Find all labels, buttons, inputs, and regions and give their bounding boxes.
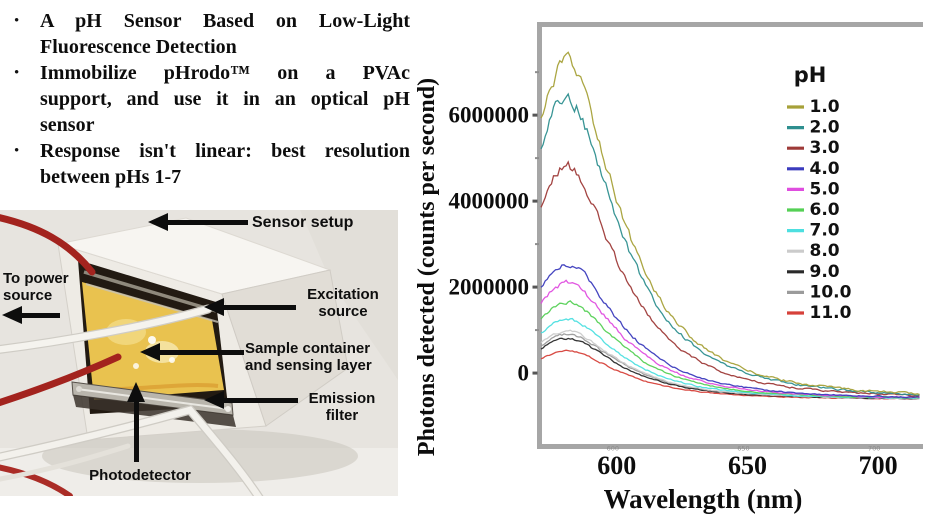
top-spine [537,22,923,27]
to-power-source-label: To power source [3,270,69,304]
legend-label-ph-4.0: 4.0 [810,159,840,179]
cube-shadow [42,429,358,483]
curve-ph-8.0 [540,329,920,400]
photodetector-arrow [127,382,145,462]
sensor-setup-arrow [148,213,248,231]
legend-label-ph-8.0: 8.0 [810,241,840,261]
curve-ph-2.0 [540,92,920,397]
y-tick [532,285,538,289]
x-axis-title: Wavelength (nm) [604,484,803,514]
y-minor-tick [535,71,539,74]
curve-ph-4.0 [540,264,920,399]
bullet-line: sensor [40,114,95,136]
y-axis-spine [537,22,542,449]
bullet-item: • Immobilize pHrodo™ on a PVAc support, … [14,60,418,138]
bullet-text: Immobilize pHrodo™ on a PVAc support, an… [40,60,410,138]
legend: pH 1.02.03.04.05.06.07.08.09.010.011.0 [787,63,852,323]
emission-filter-label: Emission filter [308,390,376,424]
white-wire-bottom [0,406,262,496]
legend-label-ph-5.0: 5.0 [810,179,840,199]
curve-ph-3.0 [540,160,920,397]
x-tick-mini-label: 650 [737,445,749,453]
y-minor-tick [535,329,539,332]
bullet-line: Immobilize pHrodo™ on a PVAc [40,62,410,84]
excitation-source-label: Excitation source [307,286,379,320]
red-wire-lower [0,353,122,407]
curve-ph-7.0 [540,317,920,400]
y-axis-title: Photons detected (counts per second) [414,78,440,456]
x-tick-label: 700 [859,451,898,480]
y-minor-tick [535,243,539,246]
bullet-dot: • [14,65,20,81]
x-tick-mini-label: 600 [607,445,619,453]
legend-label-ph-2.0: 2.0 [810,118,840,138]
legend-label-ph-7.0: 7.0 [810,221,840,241]
sample-container-label: Sample container and sensing layer [245,340,372,374]
bullet-line: A pH Sensor Based on Low-Light [40,10,410,32]
bullet-line: Response isn't linear: best resolution [40,140,410,162]
curve-ph-6.0 [540,300,920,399]
y-tick [532,371,538,375]
x-tick-mini-label: 700 [868,445,880,453]
x-tick-label: 600 [597,451,636,480]
red-wire-bottom [0,464,73,496]
curve-ph-5.0 [540,279,920,399]
excitation-source-arrow [204,298,296,316]
sample-container-arrow [140,343,244,361]
bullet-line: Fluorescence Detection [40,36,237,58]
y-tick [532,199,538,203]
legend-label-ph-6.0: 6.0 [810,200,840,220]
bullet-dot: • [14,13,20,29]
sensor-photo-art [0,210,398,496]
to-power-source-arrow [2,306,60,324]
excitation-rod [83,270,217,313]
bullet-line: support, and use it in an optical pH [40,88,410,110]
gray-wire [0,443,131,482]
bullet-item: • A pH Sensor Based on Low-Light Fluores… [14,8,418,60]
y-tick-label: 0 [518,361,530,386]
curve-ph-1.0 [540,51,920,396]
legend-label-ph-3.0: 3.0 [810,138,840,158]
y-tick-label: 6000000 [449,103,530,128]
bullet-text: Response isn't linear: best resolution b… [40,138,410,190]
y-minor-tick [535,157,539,160]
red-wire-top [0,214,96,276]
sensor-setup-label: Sensor setup [252,214,354,231]
bullet-list: • A pH Sensor Based on Low-Light Fluores… [14,8,418,190]
wires [0,214,264,496]
sensor-photo: Sensor setup To power source Excitation … [0,210,398,496]
y-tick-label: 2000000 [449,275,530,300]
legend-label-ph-9.0: 9.0 [810,262,840,282]
legend-label-ph-1.0: 1.0 [810,97,840,117]
y-tick-label: 4000000 [449,189,530,214]
x-tick-label: 650 [728,451,767,480]
photodetector-label: Photodetector [89,467,191,484]
legend-label-ph-11.0: 11.0 [810,303,852,323]
bullet-dot: • [14,143,20,159]
legend-label-ph-10.0: 10.0 [810,282,852,302]
legend-title: pH [794,63,827,87]
bullet-item: • Response isn't linear: best resolution… [14,138,418,190]
bullet-line: between pHs 1-7 [40,166,182,188]
bullet-text: A pH Sensor Based on Low-Light Fluoresce… [40,8,410,60]
x-axis-spine [537,444,923,449]
white-wire-excitation [0,305,212,353]
y-tick [532,113,538,117]
emission-filter-arrow [204,391,298,409]
